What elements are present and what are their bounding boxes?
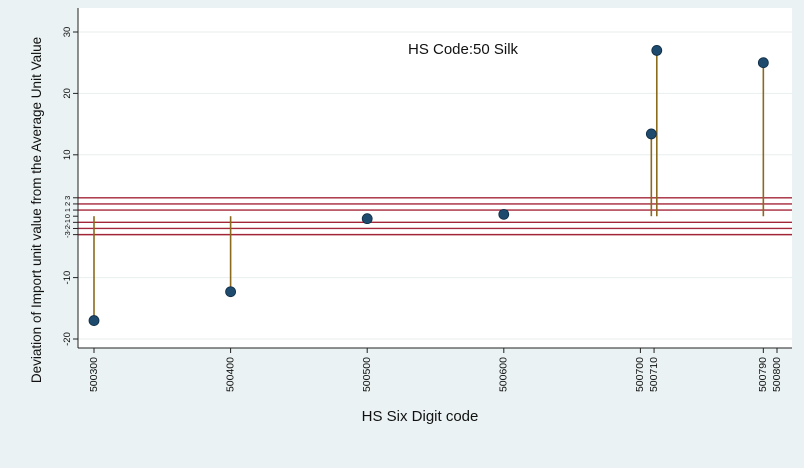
x-tick-label: 500500 xyxy=(361,357,373,392)
data-point xyxy=(88,315,100,326)
y-tick-label: -2 xyxy=(63,225,72,232)
x-tick-label: 500300 xyxy=(88,357,100,392)
y-tick-label: 10 xyxy=(62,150,73,161)
y-tick-label: 20 xyxy=(62,88,73,99)
x-tick-label: 500400 xyxy=(224,357,236,392)
data-point xyxy=(645,128,657,140)
chart-title: HS Code:50 Silk xyxy=(408,41,519,58)
x-axis-label: HS Six Digit code xyxy=(362,408,479,425)
grid-lines xyxy=(78,31,792,340)
y-tick-label: -3 xyxy=(63,231,72,238)
data-points xyxy=(88,45,769,326)
data-point xyxy=(361,213,373,225)
y-tick-label: 30 xyxy=(62,27,73,38)
x-tick-label: 500790 xyxy=(757,357,769,392)
x-tick-label: 500700 xyxy=(634,357,646,392)
y-tick-label: -1 xyxy=(63,219,72,226)
data-point xyxy=(225,286,237,298)
y-tick-label: -20 xyxy=(62,332,73,346)
drop-lines xyxy=(93,50,765,321)
y-tick-label: 3 xyxy=(63,196,72,200)
x-tick-label: 500800 xyxy=(771,357,783,392)
y-tick-label: 2 xyxy=(63,202,72,206)
plot-area xyxy=(78,8,792,348)
data-point xyxy=(757,57,769,69)
data-point xyxy=(651,45,663,56)
y-tick-label: -10 xyxy=(62,271,73,285)
y-tick-label: 0 xyxy=(63,214,72,218)
x-tick-label: 500710 xyxy=(648,357,660,392)
reference-lines xyxy=(78,197,792,236)
x-tick-label: 500600 xyxy=(498,357,510,392)
y-axis-label: Deviation of Import unit value from the … xyxy=(29,37,44,383)
data-point xyxy=(498,208,510,220)
y-tick-label: 1 xyxy=(63,208,72,212)
